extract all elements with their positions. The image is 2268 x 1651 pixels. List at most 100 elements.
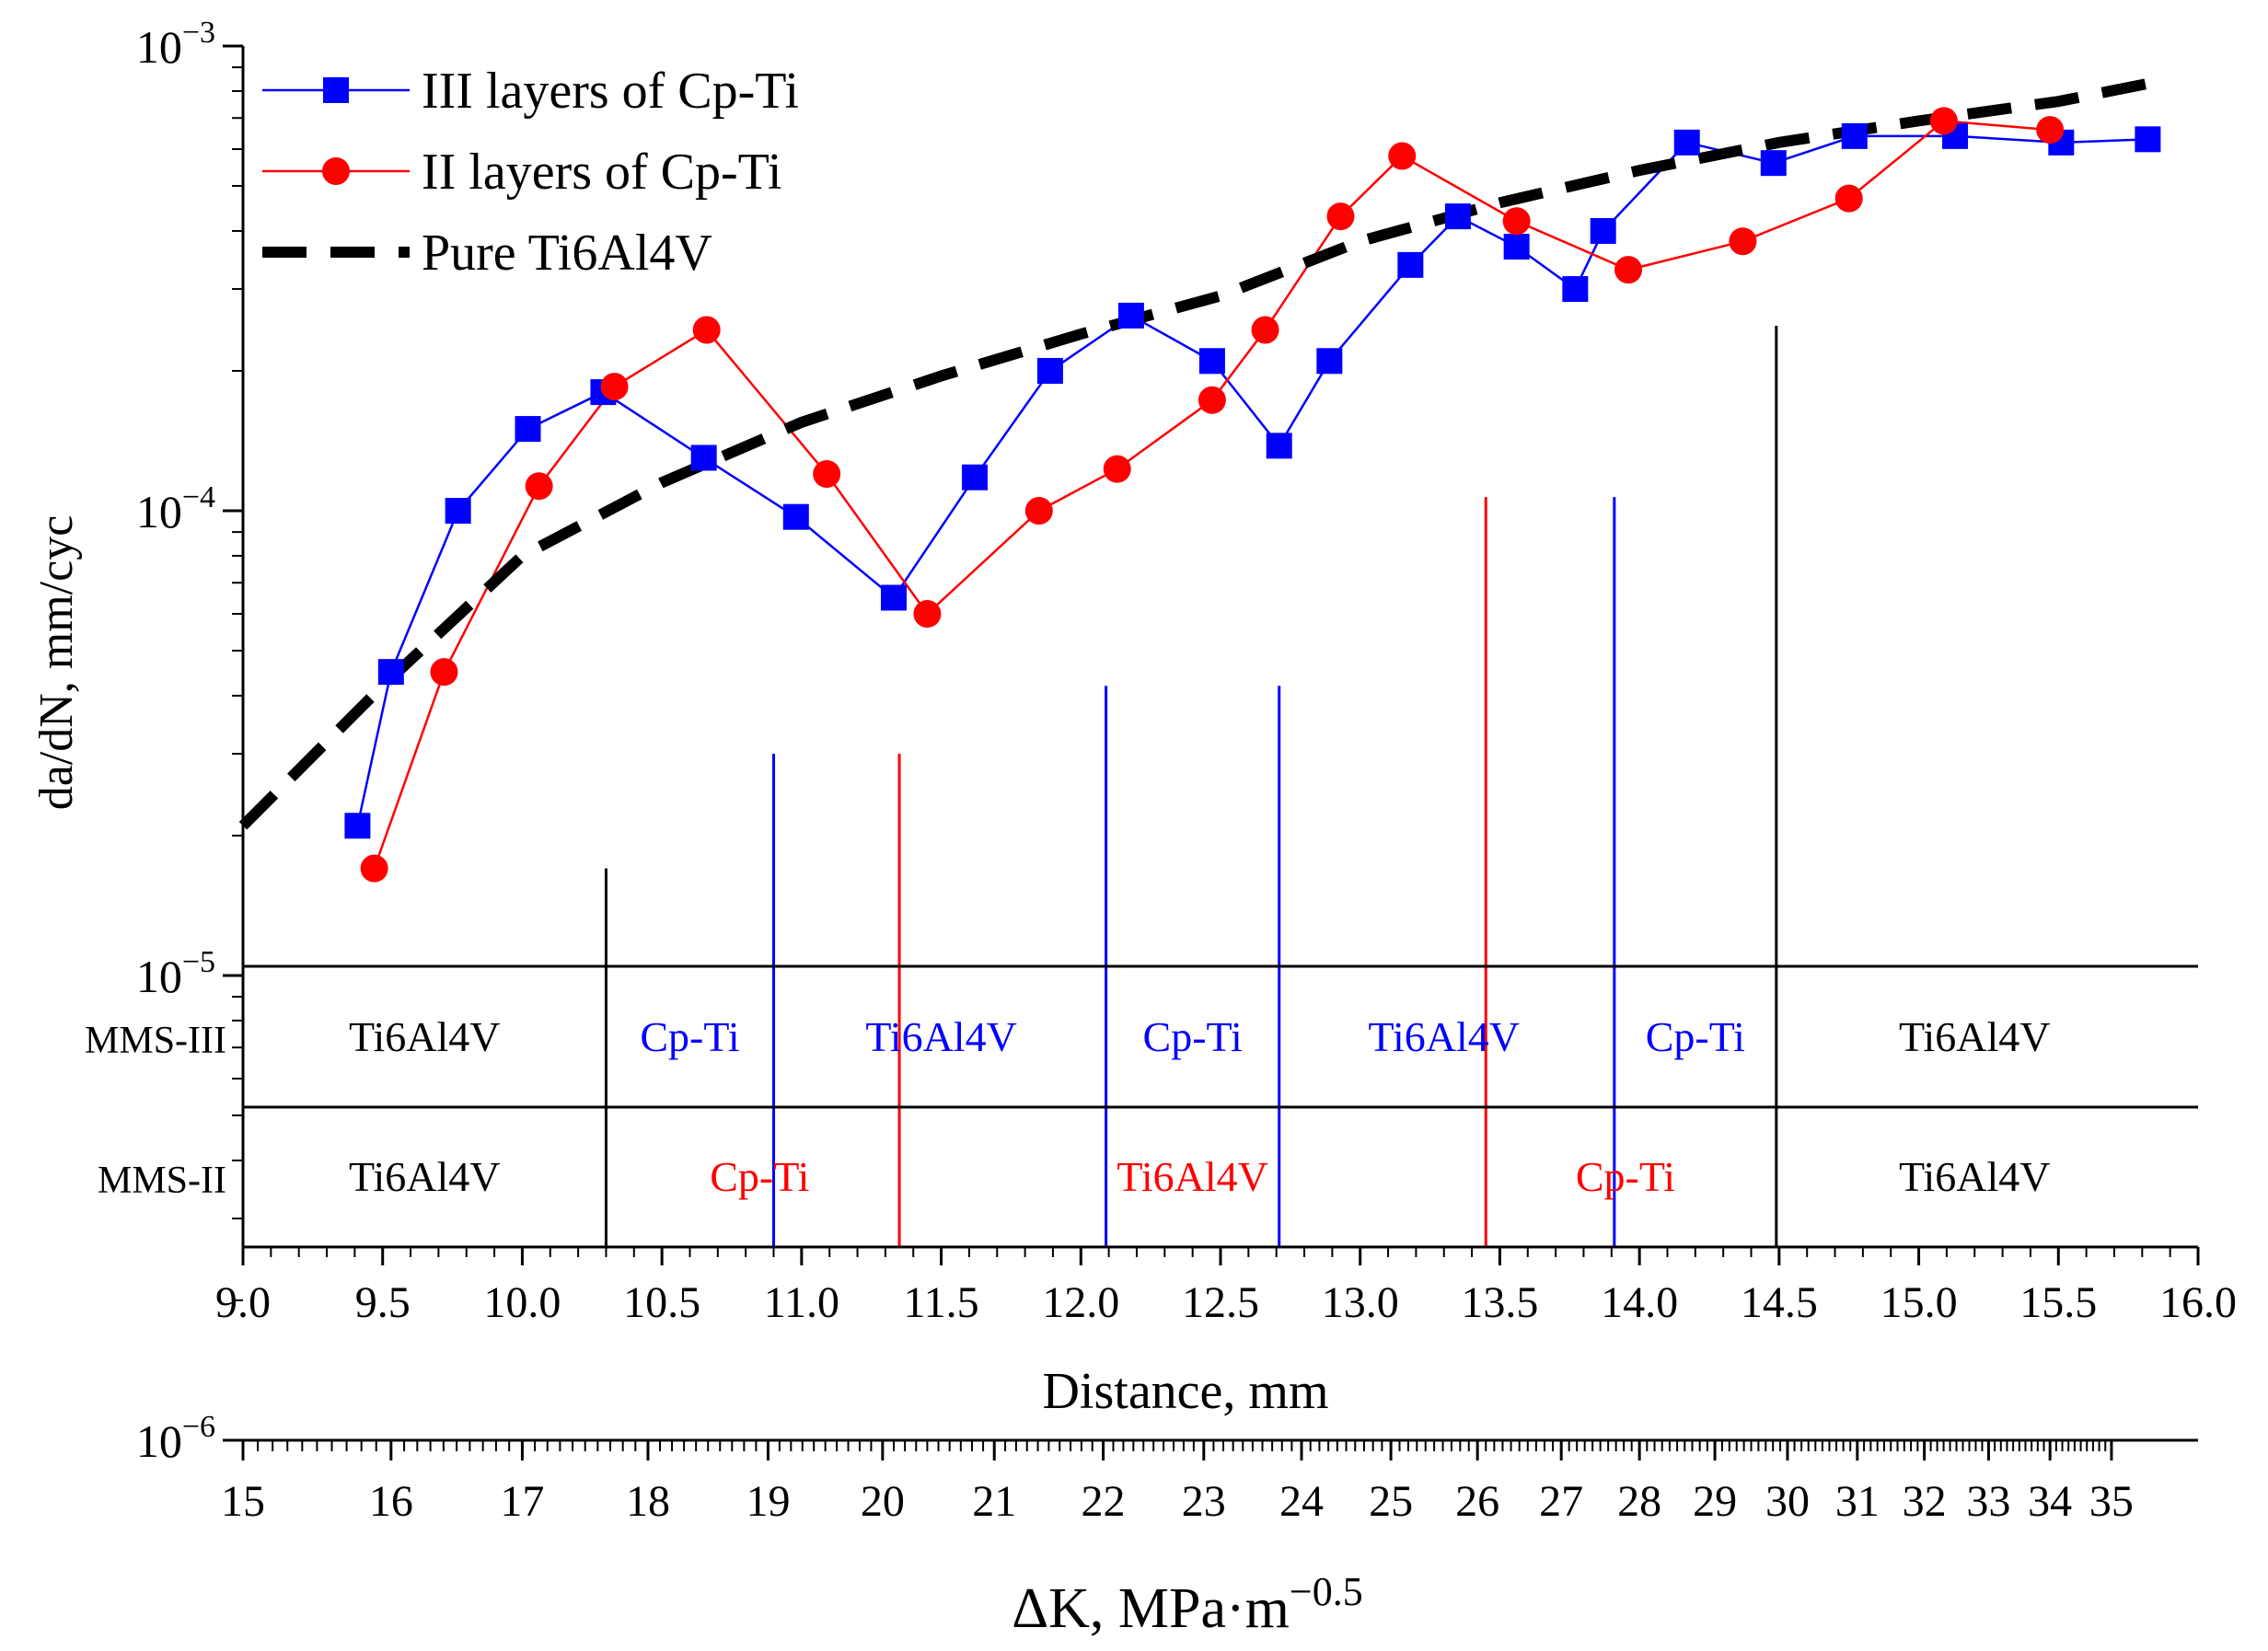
band-segment-label: Cp-Ti xyxy=(1143,1013,1243,1060)
distance-tick-label: 11.5 xyxy=(903,1278,978,1327)
legend: III layers of Cp-Ti II layers of Cp-Ti Pur… xyxy=(262,63,799,282)
data-point-circle xyxy=(360,854,388,883)
data-point-square xyxy=(1397,251,1424,278)
delta-k-tick-label: 31 xyxy=(1835,1477,1880,1526)
data-point-circle xyxy=(525,472,553,501)
delta-k-axis-label: ΔK, MPa·m−0.5 xyxy=(1012,1569,1362,1640)
y-tick-label-base: 10 xyxy=(136,486,182,537)
y-tick-label-base: 10 xyxy=(136,951,182,1002)
delta-k-tick-label: 17 xyxy=(500,1477,544,1526)
data-point-square xyxy=(2135,126,2161,153)
data-point-square xyxy=(1266,433,1292,459)
delta-k-tick-label: 20 xyxy=(861,1477,905,1526)
y-tick-label: 10−3 xyxy=(136,16,215,73)
data-point-square xyxy=(1117,302,1144,329)
y-tick-label-exponent: −4 xyxy=(182,480,215,514)
data-point-circle xyxy=(430,658,458,687)
y-tick-label: 10−4 xyxy=(136,480,215,537)
data-point-circle xyxy=(1729,227,1757,256)
legend-swatch-circle xyxy=(322,157,350,185)
data-point-circle xyxy=(1929,107,1958,135)
band-frame xyxy=(243,964,2198,1249)
distance-tick-label: 16.0 xyxy=(2159,1278,2237,1327)
data-point-square xyxy=(1036,357,1063,384)
distance-tick-label: 14.5 xyxy=(1741,1278,1818,1327)
layer-boundaries xyxy=(604,326,1778,1247)
data-point-circle xyxy=(1834,184,1863,213)
distance-tick-label: 13.0 xyxy=(1322,1278,1399,1327)
y-axis-label: da/dN, mm/cyc xyxy=(30,515,83,811)
band-segment-label: Cp-Ti xyxy=(1576,1153,1675,1200)
distance-tick-label: 15.5 xyxy=(2019,1278,2097,1327)
legend-label: II layers of Cp-Ti xyxy=(422,144,781,201)
data-point-square xyxy=(1444,203,1471,230)
y-tick-label-exponent: −6 xyxy=(182,1410,215,1444)
data-point-circle xyxy=(813,460,841,489)
band-name: MMS-II xyxy=(98,1160,226,1202)
delta-k-tick-label: 28 xyxy=(1617,1477,1661,1526)
data-point-circle xyxy=(1502,207,1531,236)
band-segment-label: Ti6Al4V xyxy=(865,1013,1016,1060)
data-point-square xyxy=(880,584,907,611)
delta-k-tick-label: 29 xyxy=(1693,1477,1737,1526)
delta-k-tick-label: 26 xyxy=(1455,1477,1499,1526)
delta-k-tick-label: 19 xyxy=(746,1477,790,1526)
delta-k-tick-label: 22 xyxy=(1082,1477,1126,1526)
data-point-circle xyxy=(1251,316,1279,344)
band-segment-label: Ti6Al4V xyxy=(1899,1013,2050,1060)
legend-label: III layers of Cp-Ti xyxy=(422,63,799,120)
data-point-square xyxy=(1198,348,1225,375)
data-point-square xyxy=(377,659,404,686)
y-tick-label-exponent: −3 xyxy=(182,16,215,50)
data-point-square xyxy=(1760,150,1787,177)
band-segment-label: Cp-Ti xyxy=(640,1013,739,1060)
distance-tick-label: 12.0 xyxy=(1042,1278,1119,1327)
delta-k-tick-label: 32 xyxy=(1903,1477,1947,1526)
band-segment-label: Cp-Ti xyxy=(1646,1013,1745,1060)
data-point-square xyxy=(515,416,541,443)
legend-swatch-square xyxy=(323,77,349,103)
series-layer xyxy=(238,77,2161,883)
data-point-circle xyxy=(1614,256,1643,284)
delta-k-tick-label: 23 xyxy=(1182,1477,1226,1526)
data-point-square xyxy=(1590,217,1616,244)
delta-k-label-main: ΔK, MPa·m xyxy=(1012,1577,1290,1640)
distance-axis: 9.0 9.5 10.0 10.5 11.0 11.5 12.0 12.5 13.0 13.5 14… xyxy=(215,1247,2237,1420)
delta-k-tick-label: 15 xyxy=(221,1477,265,1526)
y-tick-label-exponent: −5 xyxy=(182,945,215,979)
data-point-square xyxy=(1562,276,1589,303)
band-segment-label: Ti6Al4V xyxy=(1117,1153,1267,1200)
y-tick-label: 10−6 xyxy=(136,1410,215,1467)
series-line-pure-ti6al4v xyxy=(238,77,2149,830)
delta-k-tick-label: 25 xyxy=(1369,1477,1413,1526)
delta-k-tick-label: 35 xyxy=(2089,1477,2134,1526)
delta-k-tick-label: 33 xyxy=(1966,1477,2010,1526)
distance-tick-label: 11.0 xyxy=(764,1278,839,1327)
y-axis: 10−310−410−510−6 da/dN, mm/cyc xyxy=(30,16,245,1467)
band-name: MMS-III xyxy=(85,1020,226,1062)
band-segment-label: Ti6Al4V xyxy=(349,1013,500,1060)
delta-k-tick-label: 16 xyxy=(369,1477,413,1526)
data-point-circle xyxy=(913,600,942,629)
distance-tick-label: 10.0 xyxy=(483,1278,561,1327)
data-point-circle xyxy=(1198,386,1226,414)
legend-label: Pure Ti6Al4V xyxy=(422,225,712,282)
data-point-circle xyxy=(1326,202,1355,231)
distance-tick-label: 9.0 xyxy=(215,1278,271,1327)
data-point-square xyxy=(690,444,717,471)
distance-tick-label: 14.0 xyxy=(1601,1278,1678,1327)
band-segment-label: Ti6Al4V xyxy=(1899,1153,2050,1200)
delta-k-tick-label: 18 xyxy=(626,1477,670,1526)
distance-tick-label: 9.5 xyxy=(355,1278,411,1327)
data-point-square xyxy=(1316,348,1343,375)
distance-tick-label: 13.5 xyxy=(1461,1278,1538,1327)
delta-k-axis: 15 16 17 18 19 20 21 22 23 24 25 26 27 28 29 30 31 32 33 34… xyxy=(221,1438,2198,1640)
data-point-square xyxy=(961,464,988,491)
layer-bands: MMS-III Ti6Al4V Cp-Ti Ti6Al4V Cp-Ti Ti6Al4V Cp… xyxy=(85,1013,2050,1202)
data-point-circle xyxy=(1024,497,1053,525)
data-point-circle xyxy=(600,373,629,401)
data-point-square xyxy=(782,503,809,530)
data-point-square xyxy=(344,813,371,839)
band-segment-label: Cp-Ti xyxy=(710,1153,809,1200)
